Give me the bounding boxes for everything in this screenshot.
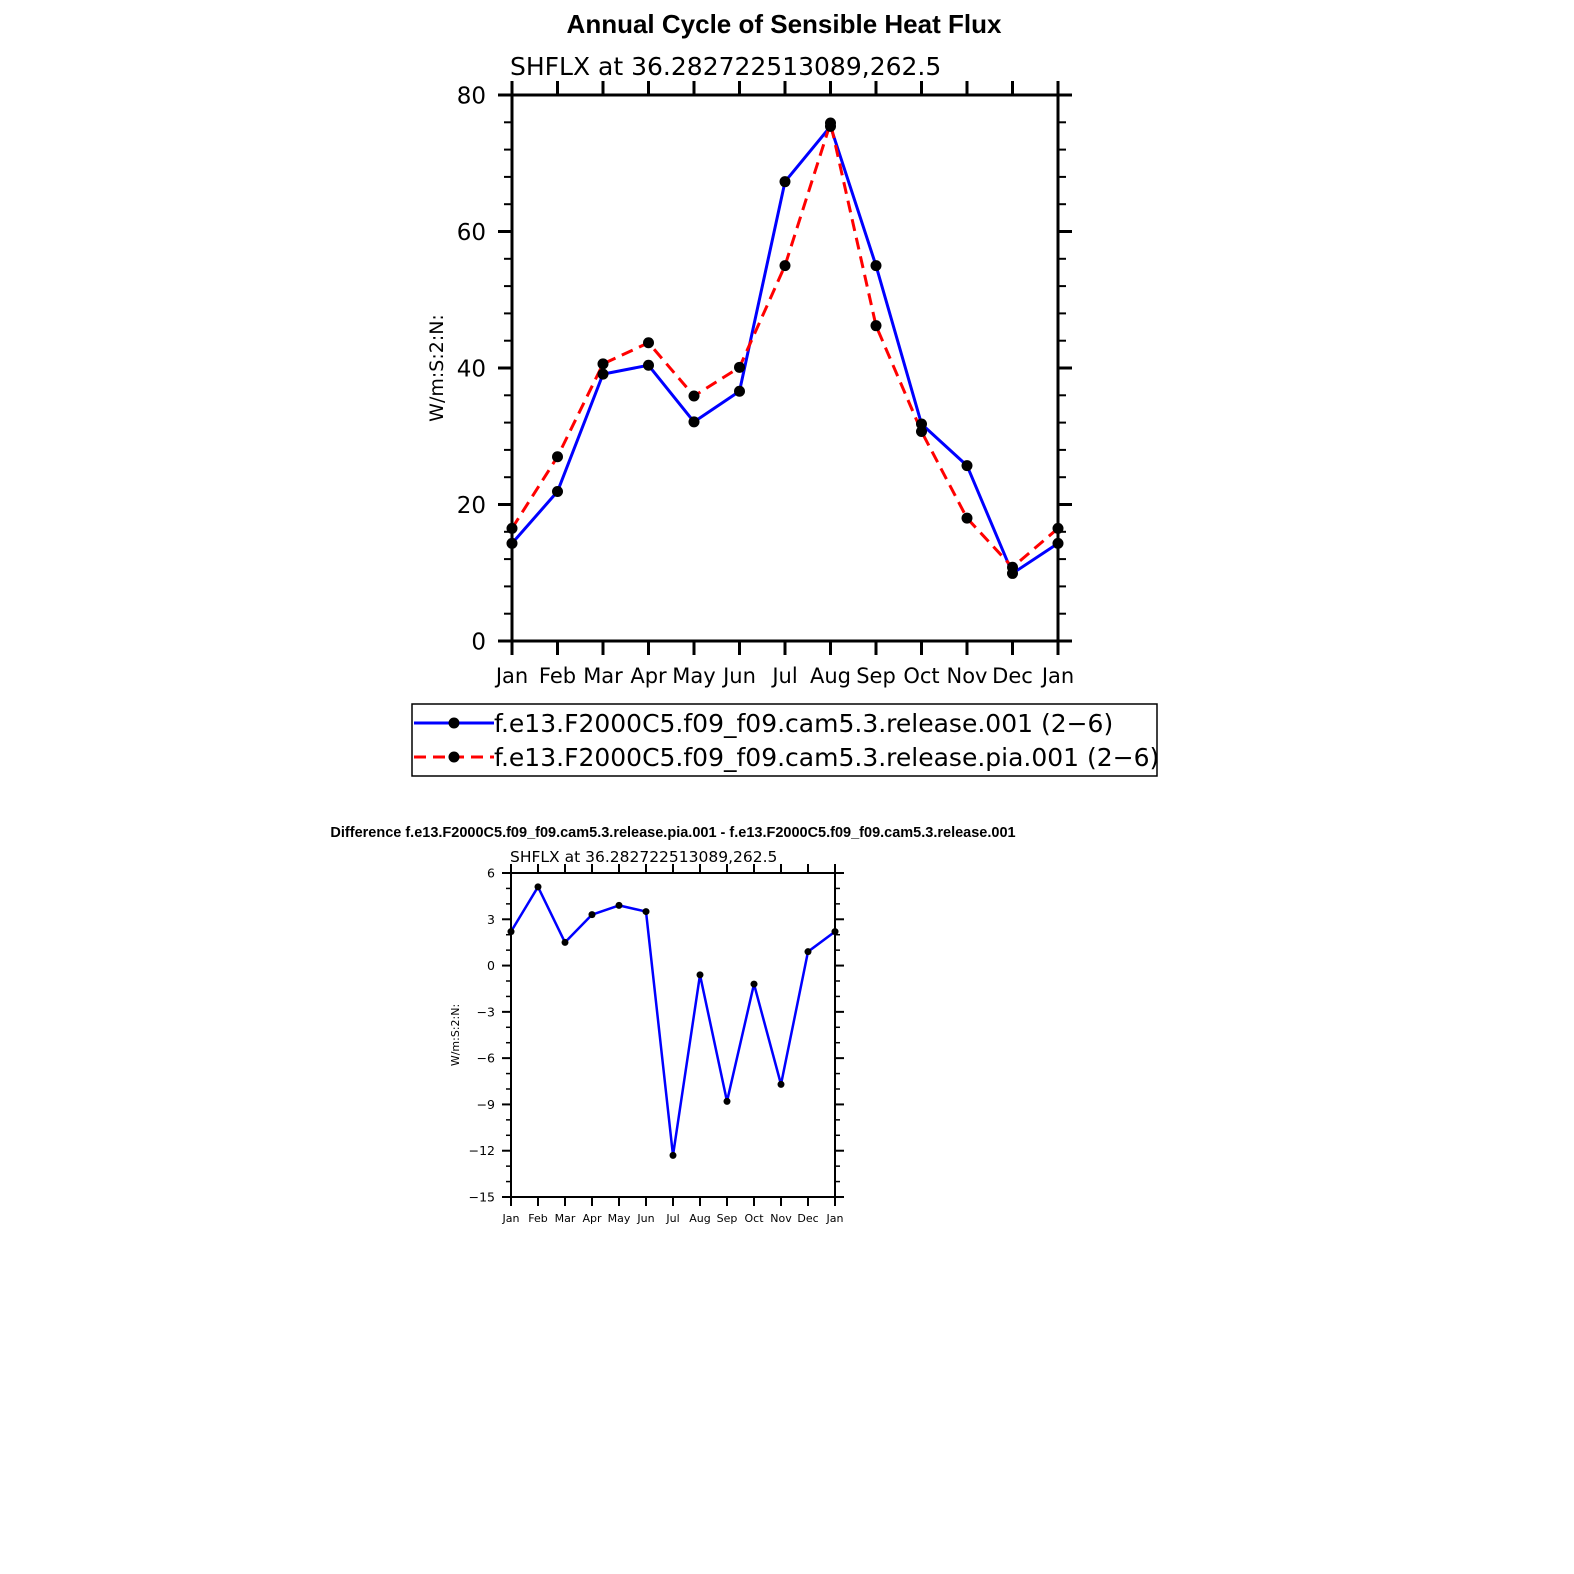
main-xtick-label: Aug <box>810 664 851 688</box>
main-xtick-label: Mar <box>583 664 623 688</box>
main-series-1-point <box>734 385 745 397</box>
main-series-2-point <box>734 361 745 373</box>
main-xtick-label: Sep <box>856 664 896 688</box>
main-xtick-label: Nov <box>947 664 988 688</box>
main-series-1-point <box>688 416 700 428</box>
main-series-2-point <box>825 117 836 129</box>
diff-series-1-point <box>642 908 650 916</box>
main-xtick-label: Jul <box>770 664 797 688</box>
diff-xtick-label: Jan <box>826 1212 844 1225</box>
diff-ytick-label: 6 <box>487 866 495 881</box>
main-ytick-label: 40 <box>457 356 486 382</box>
diff-xtick-label: Jun <box>636 1212 654 1225</box>
diff-ytick-label: −3 <box>477 1004 495 1019</box>
diff-xtick-label: Jul <box>665 1212 679 1225</box>
main-series-1-point <box>870 260 882 272</box>
diff-series-1-point <box>804 948 812 956</box>
main-series-1-point <box>961 460 973 472</box>
main-ytick-label: 20 <box>457 493 486 519</box>
diff-series-1-point <box>615 901 623 909</box>
diff-xtick-label: Oct <box>744 1212 764 1225</box>
diff-ytick-label: 0 <box>487 958 495 973</box>
main-axis-ticks: 0 20 40 60 80 Jan Feb Mar Apr May Jun Jul Aug Sep Oct N… <box>457 81 1074 688</box>
diff-ytick-label: −9 <box>477 1097 495 1112</box>
main-series-1-point <box>597 368 609 380</box>
main-xtick-label: May <box>672 664 715 688</box>
diff-plot-frame <box>510 872 836 1198</box>
diff-xtick-label: Sep <box>717 1212 738 1225</box>
main-title: Annual Cycle of Sensible Heat Flux <box>567 9 1002 39</box>
diff-series-1-point <box>723 1097 731 1105</box>
main-series-2-point <box>961 512 973 524</box>
legend-box <box>411 703 1158 777</box>
diff-series-1-point <box>777 1080 785 1088</box>
diff-y-axis-label: W/m:S:2:N: <box>449 1004 462 1066</box>
diff-series-1-point <box>669 1151 677 1159</box>
main-xtick-label: Oct <box>903 664 939 688</box>
main-ytick-label: 60 <box>457 220 486 246</box>
legend-label-series2: f.e13.F2000C5.f09_f09.cam5.3.release.pia… <box>494 743 1159 772</box>
diff-ytick-label: −6 <box>477 1051 495 1066</box>
diff-ytick-label: 3 <box>487 912 495 927</box>
main-xtick-label: Dec <box>992 664 1033 688</box>
main-series-2-point <box>1007 561 1018 573</box>
diff-ytick-label: −12 <box>469 1143 495 1158</box>
diff-xtick-label: Nov <box>770 1212 792 1225</box>
main-subtitle: SHFLX at 36.282722513089,262.5 <box>510 52 941 81</box>
main-xtick-label: Jun <box>721 664 756 688</box>
diff-ytick-label: −15 <box>469 1190 495 1205</box>
legend-label-series1: f.e13.F2000C5.f09_f09.cam5.3.release.001… <box>494 709 1113 738</box>
diff-series-1-point <box>534 883 542 891</box>
main-series-1-point <box>779 176 791 188</box>
legend-marker-series1 <box>448 717 460 729</box>
main-series-2-point <box>688 390 700 402</box>
main-y-axis-label: W/m:S:2:N: <box>426 314 448 422</box>
main-legend: f.e13.F2000C5.f09_f09.cam5.3.release.001… <box>411 703 1159 777</box>
main-series-1-point <box>643 359 654 371</box>
main-ytick-label: 0 <box>471 629 486 655</box>
main-series-2-point <box>779 260 791 272</box>
diff-series-1-point <box>561 938 569 946</box>
main-series-2-point <box>870 320 882 332</box>
diff-xtick-label: Apr <box>582 1212 602 1225</box>
main-xtick-label: Apr <box>630 664 667 688</box>
main-series-2-point <box>643 337 654 349</box>
diff-title: Difference f.e13.F2000C5.f09_f09.cam5.3.… <box>330 825 1015 841</box>
legend-marker-series2 <box>448 751 460 763</box>
main-series-2-point <box>552 451 563 463</box>
diff-xtick-label: Dec <box>797 1212 818 1225</box>
main-xtick-label: Jan <box>1040 664 1074 688</box>
diff-xtick-label: Feb <box>528 1212 547 1225</box>
main-series-1-point <box>552 486 563 498</box>
main-ytick-label: 80 <box>457 83 486 109</box>
diff-series-group <box>507 883 839 1159</box>
diff-subtitle: SHFLX at 36.282722513089,262.5 <box>510 848 777 866</box>
diff-axis-ticks: −15 −12 −9 −6 −3 0 3 6 Jan Feb Mar Apr May Jun Jul Aug S… <box>469 864 844 1225</box>
diff-xtick-label: Jan <box>502 1212 520 1225</box>
diff-xtick-label: Mar <box>555 1212 576 1225</box>
main-xtick-label: Feb <box>539 664 576 688</box>
main-series-2-point <box>916 425 927 437</box>
diff-xtick-label: May <box>608 1212 631 1225</box>
main-xtick-label: Jan <box>494 664 528 688</box>
diff-series-1-point <box>750 980 758 988</box>
main-plot-frame <box>510 93 1060 643</box>
diff-xtick-label: Aug <box>689 1212 710 1225</box>
main-series-2-point <box>597 358 609 370</box>
diff-series-1-point <box>588 911 596 919</box>
diff-series-1-point <box>696 971 704 979</box>
